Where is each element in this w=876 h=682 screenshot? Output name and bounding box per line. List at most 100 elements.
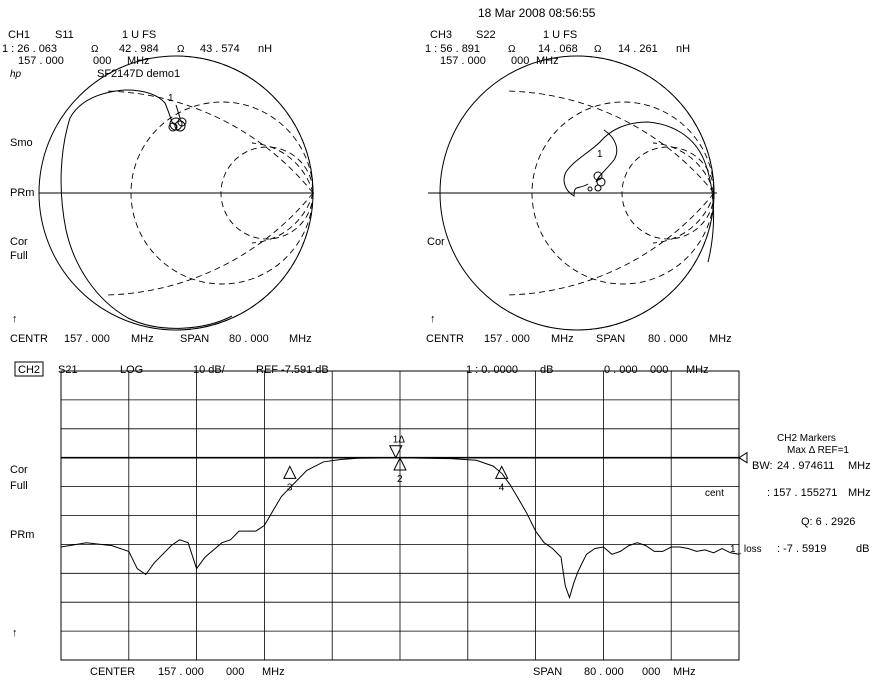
marker-readout-freq-fraction: 000 <box>650 364 668 376</box>
marker-frequency-fraction: 000 <box>511 55 529 67</box>
side-label-smo: Smo <box>10 137 33 149</box>
footer-span-label: SPAN <box>180 333 209 345</box>
footer-span-unit: MHz <box>289 333 312 345</box>
side-label-prm: PRm <box>10 187 34 199</box>
footer-center-value: 157 . 000 <box>158 666 204 678</box>
device-name: SF2147D demo1 <box>97 68 180 80</box>
footer-span-label: SPAN <box>596 333 625 345</box>
footer-span-value: 80 . 000 <box>648 333 688 345</box>
marker-impedance-imag: 42 . 984 <box>119 43 159 55</box>
s11-trace <box>60 89 233 329</box>
marker-inductance: 43 . 574 <box>200 43 240 55</box>
footer-center-fraction: 000 <box>226 666 244 678</box>
marker-1-symbol <box>388 445 403 459</box>
marker-2-label: 2 <box>397 474 403 485</box>
loss-label: 1_ loss <box>730 544 762 555</box>
active-arrow: ↑ <box>430 313 436 325</box>
ref-label: REF -7.591 dB <box>256 364 329 376</box>
footer-span-value: 80 . 000 <box>584 666 624 678</box>
ohm-symbol: Ω <box>508 44 516 55</box>
bw-label: BW: <box>752 460 773 472</box>
side-label-cor: Cor <box>427 236 445 248</box>
s11-marker-cluster <box>168 104 187 132</box>
s22-trace <box>563 121 715 263</box>
s21-trace <box>60 457 740 600</box>
s21-logmag-panel: CH2 S21 LOG 10 dB/ REF -7.591 dB 1 : 0. … <box>10 361 871 678</box>
cent-unit: MHz <box>848 487 871 499</box>
marker-impedance-imag: 14 . 068 <box>538 43 578 55</box>
format-label: LOG <box>120 364 143 376</box>
bw-value: 24 . 974611 <box>777 460 834 472</box>
side-label-full: Full <box>10 250 28 262</box>
side-label-full: Full <box>10 480 28 492</box>
smith-chart-left: CH1 S11 1 U FS 1 : 26 . 063 Ω 42 . 984 Ω… <box>2 29 314 345</box>
side-label-cor: Cor <box>10 236 28 248</box>
markers: 1Δ 2 3 4 <box>283 435 509 493</box>
inductance-unit: nH <box>258 43 272 55</box>
footer-center-unit: MHz <box>262 666 285 678</box>
marker-3-label: 3 <box>287 482 293 493</box>
footer-center-unit: MHz <box>551 333 574 345</box>
footer-center-value: 157 . 000 <box>64 333 110 345</box>
reference-level-marker <box>738 451 748 464</box>
loss-unit: dB <box>856 543 869 555</box>
smith-chart-right: CH3 S22 1 U FS 1 : 56 . 891 Ω 14 . 068 Ω… <box>425 29 732 345</box>
marker-readout-freq: 0 . 000 <box>604 364 638 376</box>
channel-label: CH1 <box>8 29 30 41</box>
marker-4-label: 4 <box>499 482 505 493</box>
markers-summary: CH2 Markers Max Δ REF=1 BW: 24 . 974611 … <box>705 433 871 555</box>
q-value: Q: 6 . 2926 <box>801 516 855 528</box>
footer-center-label: CENTER <box>90 666 135 678</box>
inductance-unit: nH <box>676 43 690 55</box>
footer-centr-label: CENTR <box>426 333 464 345</box>
marker-3-symbol <box>283 465 297 479</box>
footer-span-unit: MHz <box>673 666 696 678</box>
marker-label: 1 <box>168 93 174 104</box>
marker-4-symbol <box>494 465 509 479</box>
smith-grid-left <box>106 55 314 331</box>
marker-2-symbol <box>393 456 407 471</box>
footer-span-unit: MHz <box>709 333 732 345</box>
side-label-cor: Cor <box>10 464 28 476</box>
param-label: S22 <box>476 29 496 41</box>
scale-label: 1 U FS <box>543 29 577 41</box>
smith-grid-right <box>507 55 715 331</box>
grid <box>60 370 740 661</box>
cent-value: : 157 . 155271 <box>767 487 837 499</box>
param-label: S21 <box>58 364 78 376</box>
footer-center-value: 157 . 000 <box>484 333 530 345</box>
marker-label: 1 <box>597 149 603 160</box>
timestamp: 18 Mar 2008 08:56:55 <box>478 6 596 20</box>
channel-box <box>14 361 44 377</box>
side-label-prm: PRm <box>10 529 34 541</box>
loss-value: : -7 . 5919 <box>777 543 827 555</box>
bw-unit: MHz <box>848 460 871 472</box>
marker-impedance-real: 1 : 26 . 063 <box>2 43 57 55</box>
channel-label: CH2 <box>18 364 40 376</box>
s22-marker-cluster <box>587 171 606 192</box>
footer-centr-label: CENTR <box>10 333 48 345</box>
hp-logo: hp <box>10 69 22 80</box>
marker-impedance-real: 1 : 56 . 891 <box>425 43 480 55</box>
ohm-symbol: Ω <box>177 44 185 55</box>
footer-center-unit: MHz <box>131 333 154 345</box>
marker-readout-value: 1 : 0. 0000 <box>466 364 518 376</box>
ohm-symbol: Ω <box>91 44 99 55</box>
cent-label: cent <box>705 488 724 499</box>
channel-label: CH3 <box>430 29 452 41</box>
footer-span-value: 80 . 000 <box>229 333 269 345</box>
footer-span-label: SPAN <box>533 666 562 678</box>
marker-frequency: 157 . 000 <box>18 55 64 67</box>
marker-readout-freq-unit: MHz <box>686 364 709 376</box>
marker-readout-unit: dB <box>540 364 553 376</box>
active-arrow: ↑ <box>12 313 18 325</box>
param-label: S11 <box>55 29 74 41</box>
scale-label: 1 U FS <box>122 29 156 41</box>
marker-inductance: 14 . 261 <box>618 43 658 55</box>
markers-title: CH2 Markers <box>777 433 836 444</box>
marker-1-label: 1Δ <box>393 435 406 446</box>
active-arrow: ↑ <box>12 627 18 639</box>
ohm-symbol: Ω <box>594 44 602 55</box>
footer-span-fraction: 000 <box>642 666 660 678</box>
